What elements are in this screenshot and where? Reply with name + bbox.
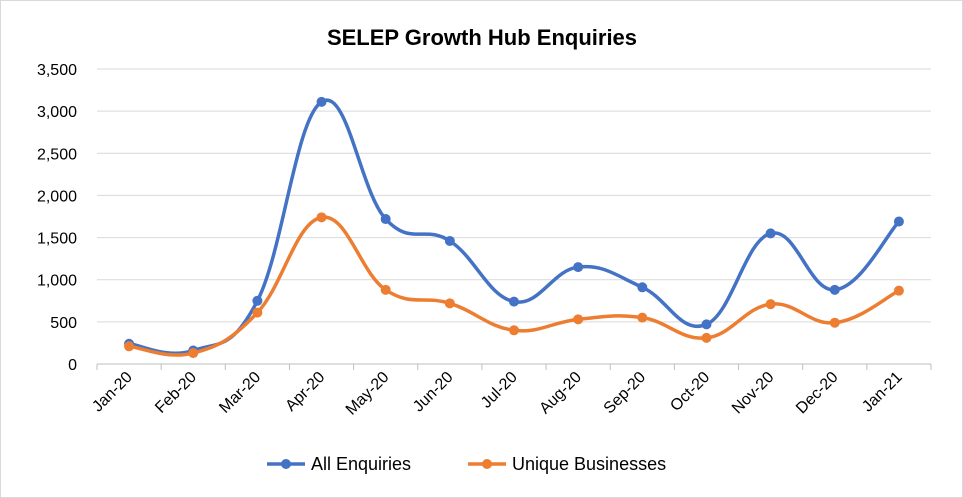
x-tick-label: Jan-20: [89, 369, 136, 416]
data-point: [509, 296, 519, 307]
y-tick-label: 500: [50, 315, 77, 332]
data-point: [637, 282, 648, 293]
data-point: [829, 284, 840, 295]
series-line: [128, 98, 901, 356]
x-tick-label: May-20: [343, 369, 393, 419]
x-tick-label: Jun-20: [410, 369, 457, 416]
data-point: [188, 348, 199, 359]
legend-entry: Unique Businesses: [468, 454, 666, 474]
data-point: [765, 299, 776, 310]
data-point: [124, 341, 135, 352]
data-point: [380, 214, 391, 225]
data-point: [829, 317, 840, 328]
data-point: [637, 312, 648, 323]
x-tick-label: Jul-20: [478, 369, 521, 412]
legend-entry: All Enquiries: [267, 454, 411, 474]
series-0: [124, 96, 904, 356]
data-point: [573, 262, 584, 273]
legend: All Enquiries Unique Businesses: [267, 454, 666, 474]
data-point: [316, 212, 327, 223]
chart-title: SELEP Growth Hub Enquiries: [327, 25, 637, 50]
data-point: [701, 319, 712, 330]
y-tick-label: 2,000: [37, 188, 77, 205]
x-tick-label: Oct-20: [667, 369, 713, 415]
data-point: [765, 228, 776, 239]
legend-swatch-marker: [281, 459, 291, 469]
legend-label: All Enquiries: [311, 454, 411, 474]
y-tick-label: 3,500: [37, 62, 77, 79]
y-tick-label: 3,000: [37, 104, 77, 121]
data-point: [701, 332, 712, 343]
y-tick-label: 2,500: [37, 146, 77, 163]
y-tick-label: 1,000: [37, 273, 77, 290]
y-tick-label: 1,500: [37, 231, 77, 248]
gridlines: [97, 68, 931, 323]
data-point: [509, 325, 519, 336]
y-tick-label: 0: [68, 357, 77, 374]
data-point: [252, 295, 263, 306]
series-1: [124, 212, 904, 359]
x-tick-label: Jan-21: [859, 369, 906, 416]
data-point: [573, 314, 584, 325]
data-point: [893, 216, 904, 227]
legend-label: Unique Businesses: [512, 454, 666, 474]
x-tick-label: Sep-20: [601, 369, 650, 418]
legend-swatch-marker: [482, 459, 492, 469]
x-tick-label: Aug-20: [536, 369, 585, 418]
x-tick-label: Apr-20: [282, 369, 328, 415]
x-tick-label: Mar-20: [216, 369, 264, 417]
x-tick-label: Nov-20: [729, 369, 778, 418]
x-tick-label: Feb-20: [152, 369, 200, 417]
data-point: [444, 235, 455, 246]
axes: 0 500 1,000 1,500 2,000 2,500 3,000 3,500 Jan-20…: [37, 62, 932, 419]
data-point: [893, 285, 904, 296]
data-point: [380, 284, 391, 295]
series-lines: [124, 96, 904, 359]
data-point: [316, 96, 327, 107]
x-tick-label: Dec-20: [793, 369, 842, 418]
data-point: [444, 298, 455, 309]
data-point: [252, 307, 263, 318]
